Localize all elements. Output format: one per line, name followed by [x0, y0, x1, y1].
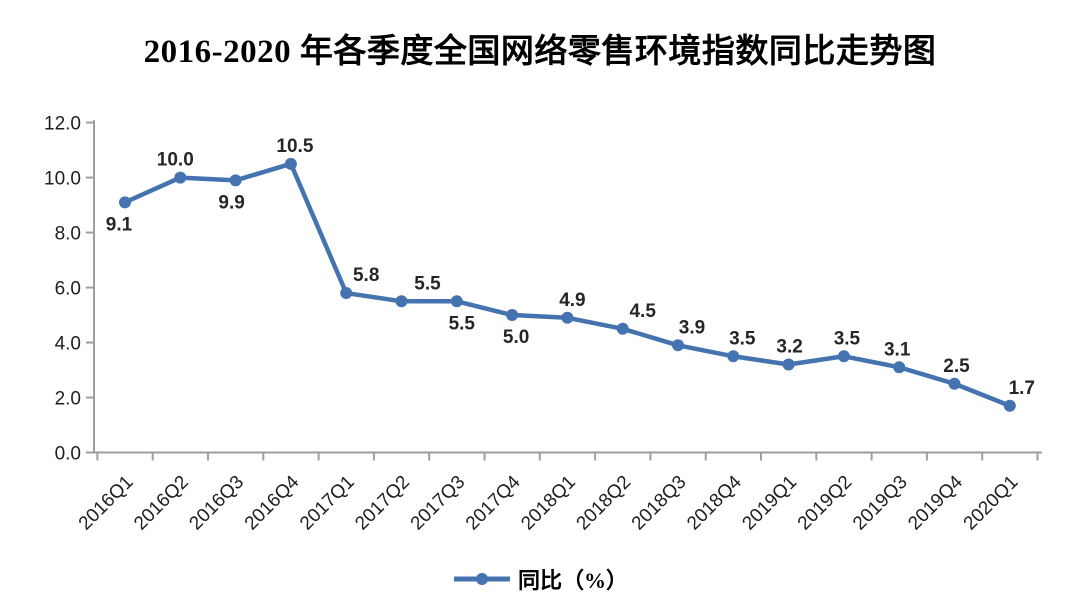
legend: 同比（%）: [0, 563, 1080, 595]
data-point-marker: [340, 287, 353, 300]
data-point-marker: [837, 350, 850, 363]
legend-line-marker-icon: [453, 573, 510, 585]
data-label: 3.9: [679, 317, 705, 338]
y-axis-tick-label: 12.0: [44, 114, 81, 135]
data-point-marker: [119, 196, 131, 209]
legend-label: 同比（%）: [517, 568, 628, 593]
chart-title: 2016-2020 年各季度全国网络零售环境指数同比走势图: [143, 34, 937, 70]
data-label: 3.5: [834, 328, 861, 349]
x-axis-category-label: 2018Q1: [517, 472, 580, 535]
data-label: 5.8: [353, 265, 379, 286]
y-axis-tick-label: 2.0: [55, 389, 81, 410]
data-label: 10.5: [276, 136, 313, 157]
y-axis-tick-label: 4.0: [55, 334, 81, 355]
data-point-marker: [616, 322, 629, 335]
x-axis-category-label: 2017Q3: [407, 472, 470, 535]
data-point-marker: [1003, 399, 1016, 412]
x-axis-category-label: 2018Q3: [628, 472, 691, 535]
x-axis-category-label: 2019Q3: [849, 472, 912, 535]
data-label: 5.5: [414, 273, 441, 294]
data-point-marker: [727, 350, 740, 363]
data-point-marker: [450, 295, 463, 308]
data-point-marker: [174, 171, 187, 184]
x-axis-category-label: 2016Q4: [241, 471, 304, 534]
x-axis-category-label: 2017Q1: [296, 472, 359, 535]
series-line: [122, 161, 1013, 409]
y-axis-tick-label: 8.0: [55, 224, 81, 245]
data-label: 3.1: [884, 339, 911, 360]
data-label: 5.0: [503, 327, 529, 348]
data-label: 5.5: [449, 313, 476, 334]
data-label: 9.9: [218, 192, 244, 213]
y-axis-tick-label: 6.0: [55, 279, 81, 300]
data-label: 4.5: [629, 301, 656, 322]
x-axis-category-label: 2017Q4: [462, 471, 525, 534]
x-axis-category-label: 2019Q2: [794, 472, 857, 535]
x-axis-category-label: 2019Q1: [738, 472, 801, 535]
x-axis-category-label: 2016Q2: [130, 472, 193, 535]
data-point-marker: [229, 174, 242, 187]
data-label: 2.5: [943, 356, 970, 377]
x-axis-category-label: 2018Q4: [683, 471, 746, 534]
x-axis-category-label: 2016Q3: [185, 472, 248, 535]
data-point-marker: [782, 358, 795, 371]
data-point-marker: [506, 309, 519, 322]
data-label: 3.2: [776, 337, 802, 358]
x-axis-category-label: 2019Q4: [904, 471, 967, 534]
data-label: 10.0: [157, 150, 194, 171]
x-axis-category-label: 2020Q1: [960, 472, 1023, 535]
y-axis-tick-label: 0.0: [55, 444, 81, 465]
x-axis-category-label: 2017Q2: [351, 472, 414, 535]
data-label: 3.5: [729, 328, 756, 349]
data-label: 1.7: [1009, 378, 1035, 399]
data-label: 4.9: [559, 290, 585, 311]
data-label: 9.1: [106, 214, 133, 235]
data-point-marker: [561, 311, 574, 324]
data-point-marker: [893, 361, 906, 374]
data-point-marker: [948, 377, 961, 390]
y-axis-tick-label: 10.0: [44, 169, 81, 190]
x-axis-category-label: 2018Q2: [573, 472, 636, 535]
data-point-marker: [395, 295, 408, 308]
x-axis-category-label: 2016Q1: [75, 472, 138, 535]
data-point-marker: [672, 339, 684, 352]
data-point-marker: [284, 157, 297, 170]
